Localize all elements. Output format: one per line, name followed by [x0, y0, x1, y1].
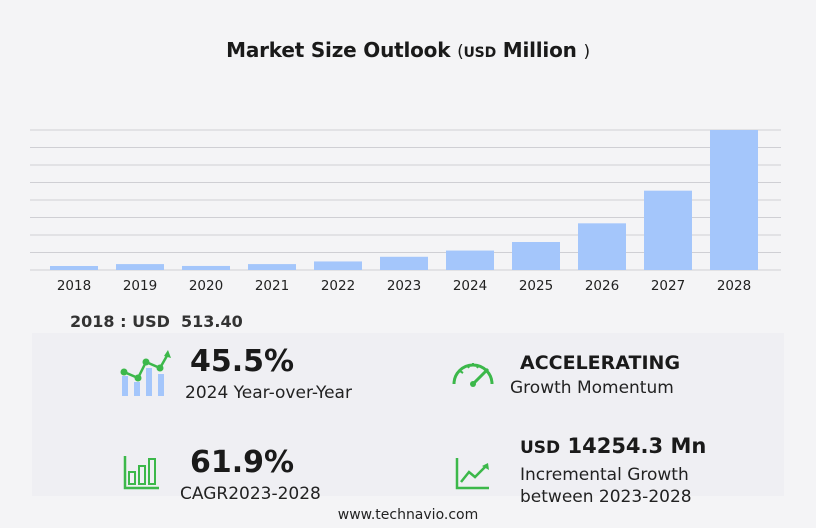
x-tick-label-2018: 2018 — [57, 278, 91, 294]
trend-line-icon — [455, 458, 489, 490]
bar-2024 — [446, 250, 494, 270]
bar-2019 — [116, 264, 164, 270]
bar-2026 — [578, 223, 626, 270]
cagr-label: CAGR — [180, 484, 229, 504]
x-tick-label-2020: 2020 — [189, 278, 223, 294]
title-unit-rest: Million — [502, 38, 577, 62]
cagr-period: 2023-2028 — [228, 484, 321, 504]
chart-title-main: Market Size Outlook — [226, 38, 451, 62]
base-year-value: 2018 : USD 513.40 — [70, 312, 243, 331]
title-paren-close: ) — [583, 42, 590, 62]
x-tick-label-2028: 2028 — [717, 278, 751, 294]
market-size-bar-chart: 2018 2019 2020 2021 2022 2023 2024 2025 2026 2027… — [30, 129, 781, 294]
x-tick-label-2025: 2025 — [519, 278, 553, 294]
x-tick-label-2021: 2021 — [255, 278, 289, 294]
bar-2028 — [710, 130, 758, 270]
x-tick-label-2022: 2022 — [321, 278, 355, 294]
momentum-value: ACCELERATING — [520, 352, 681, 374]
momentum-label: Growth Momentum — [510, 378, 674, 398]
base-year: 2018 — [70, 312, 115, 331]
incremental-label-1: Incremental Growth — [520, 465, 689, 485]
cagr-label-line: CAGR2023-2028 — [180, 484, 321, 504]
bar-2022 — [314, 261, 362, 270]
base-year-sep: : — [120, 312, 127, 331]
incremental-value: 14254.3 Mn — [567, 434, 707, 458]
x-tick-label-2026: 2026 — [585, 278, 619, 294]
bar-chart-icon — [123, 456, 159, 490]
x-tick-label-2027: 2027 — [651, 278, 685, 294]
incremental-label-2: between 2023-2028 — [520, 487, 692, 507]
title-paren-open: ( — [457, 42, 464, 62]
bar-2023 — [380, 256, 428, 270]
x-tick-label-2023: 2023 — [387, 278, 421, 294]
base-year-unit: USD — [132, 312, 170, 331]
bar-2018 — [50, 266, 98, 270]
chart-title: Market Size Outlook (USD Million ) — [0, 38, 816, 62]
incremental-unit: USD — [520, 438, 561, 458]
stats-panel — [32, 333, 784, 496]
bar-2020 — [182, 265, 230, 270]
growth-chart-icon — [120, 350, 171, 396]
speedometer-icon — [452, 363, 494, 387]
base-year-amount: 513.40 — [181, 312, 243, 331]
yoy-value: 45.5% — [190, 344, 295, 379]
bar-2021 — [248, 264, 296, 270]
x-tick-label-2024: 2024 — [453, 278, 487, 294]
title-unit: USD — [463, 45, 497, 61]
x-tick-label-2019: 2019 — [123, 278, 157, 294]
yoy-label: 2024 Year-over-Year — [185, 383, 352, 403]
source-footer: www.technavio.com — [337, 507, 479, 523]
bar-2027 — [644, 190, 692, 270]
incremental-value-line: USD 14254.3 Mn — [520, 434, 706, 458]
cagr-value: 61.9% — [190, 445, 295, 480]
bar-2025 — [512, 242, 560, 270]
